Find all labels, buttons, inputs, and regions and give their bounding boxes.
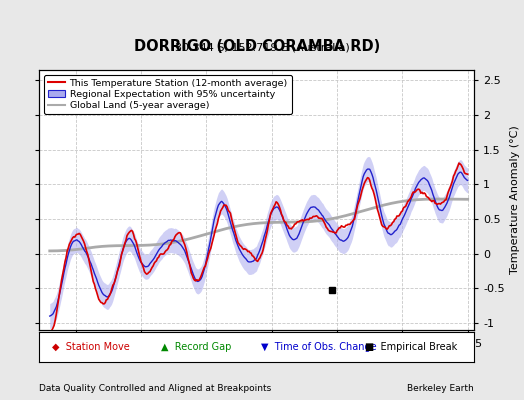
Text: ▼  Time of Obs. Change: ▼ Time of Obs. Change — [261, 342, 377, 352]
Text: ▲  Record Gap: ▲ Record Gap — [161, 342, 232, 352]
Text: Berkeley Earth: Berkeley Earth — [408, 384, 474, 393]
Title: DORRIGO (OLD CORAMBA RD): DORRIGO (OLD CORAMBA RD) — [134, 38, 380, 54]
Y-axis label: Temperature Anomaly (°C): Temperature Anomaly (°C) — [510, 126, 520, 274]
Legend: This Temperature Station (12-month average), Regional Expectation with 95% uncer: This Temperature Station (12-month avera… — [44, 75, 291, 114]
Text: ■  Empirical Break: ■ Empirical Break — [365, 342, 458, 352]
Text: ◆  Station Move: ◆ Station Move — [52, 342, 130, 352]
Text: Data Quality Controlled and Aligned at Breakpoints: Data Quality Controlled and Aligned at B… — [39, 384, 271, 393]
Text: 30.344 S, 152.719 E (Australia): 30.344 S, 152.719 E (Australia) — [174, 42, 350, 52]
